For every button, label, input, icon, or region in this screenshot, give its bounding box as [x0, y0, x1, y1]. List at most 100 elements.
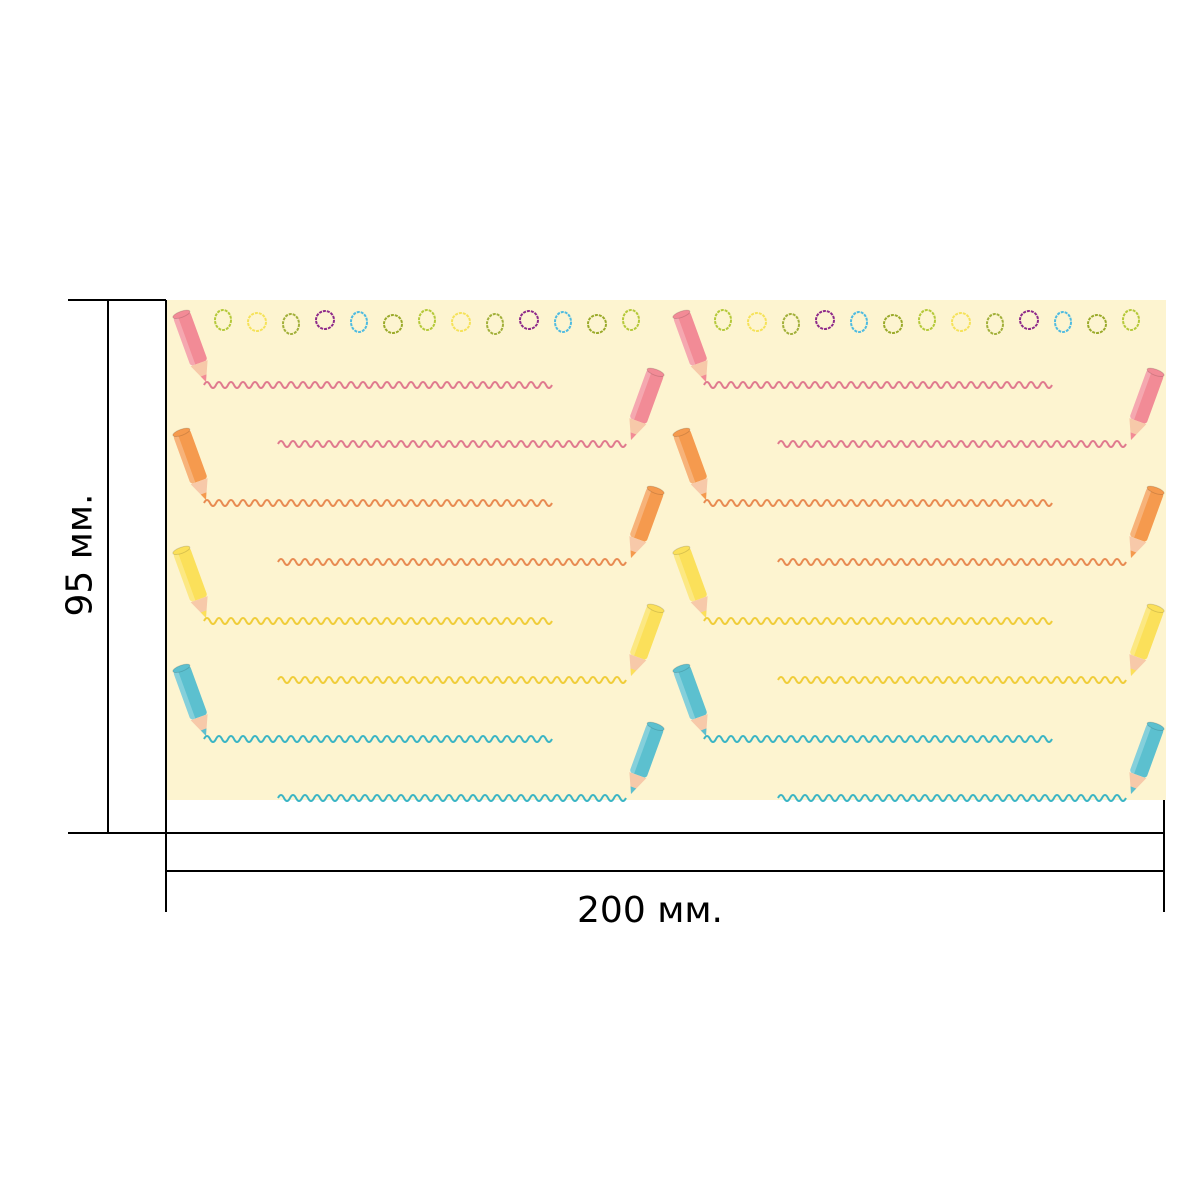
doodle-circle — [451, 312, 471, 332]
pencil-end — [646, 721, 665, 732]
pencil-end — [1146, 485, 1165, 496]
doodle-circle — [214, 309, 232, 331]
doodle-circle — [850, 311, 868, 333]
pencil-left-blue — [172, 663, 208, 736]
pattern-tile — [666, 300, 1166, 802]
pencil-body — [173, 430, 207, 484]
pencil-tip — [1130, 550, 1137, 558]
wavy-line-blue — [277, 794, 627, 802]
pencil-right-blue — [629, 721, 665, 794]
doodle-circle — [486, 313, 504, 335]
wavy-line-pink — [777, 440, 1127, 448]
pencil-left-orange — [172, 427, 208, 500]
doodle-circle — [883, 314, 903, 334]
wavy-line-yellow — [777, 676, 1127, 684]
doodle-circle — [350, 311, 368, 333]
wavy-line-orange — [703, 499, 1053, 507]
pencil-right-orange — [1129, 485, 1165, 558]
doodle-circle — [986, 313, 1004, 335]
pencil-body — [673, 548, 707, 602]
pencil-highlight — [672, 315, 696, 367]
pencil-end — [172, 545, 191, 556]
doodle-circle — [1122, 309, 1140, 331]
pencil-highlight — [1129, 369, 1152, 420]
doodle-circle — [1054, 311, 1072, 333]
pencil-end — [1146, 603, 1165, 614]
pencil-body — [630, 606, 664, 660]
pencil-end — [672, 427, 691, 438]
pencil-highlight — [672, 551, 696, 603]
pencil-right-pink — [1129, 367, 1165, 440]
doodle-circle — [247, 312, 267, 332]
pencil-highlight — [629, 369, 652, 420]
wavy-line-blue — [203, 735, 553, 743]
wavy-line-orange — [277, 558, 627, 566]
pencil-body — [673, 430, 707, 484]
doodle-circle — [714, 309, 732, 331]
pencil-end — [646, 603, 665, 614]
pencil-body — [1130, 606, 1164, 660]
pencil-highlight — [172, 315, 196, 367]
pencil-tip — [630, 668, 637, 676]
pencil-end — [1146, 721, 1165, 732]
pencil-end — [672, 663, 691, 674]
doodle-circle — [815, 310, 835, 330]
pencil-end — [1146, 367, 1165, 378]
doodle-circle — [383, 314, 403, 334]
pencil-body — [173, 666, 207, 720]
wavy-line-pink — [703, 381, 1053, 389]
pencil-left-pink — [172, 309, 208, 382]
wavy-line-yellow — [203, 617, 553, 625]
pencil-end — [646, 367, 665, 378]
doodle-circle — [519, 310, 539, 330]
pencil-left-pink — [672, 309, 708, 382]
tile-background — [166, 300, 666, 800]
pencil-highlight — [1129, 487, 1152, 538]
pencil-end — [672, 545, 691, 556]
doodle-circle — [282, 313, 300, 335]
pattern-tile — [166, 300, 666, 802]
wavy-line-pink — [203, 381, 553, 389]
doodle-circle — [782, 313, 800, 335]
wavy-line-pink — [277, 440, 627, 448]
pencil-tip — [700, 374, 707, 382]
pencil-tip — [200, 492, 207, 500]
pencil-body — [1130, 370, 1164, 424]
tile-background — [666, 300, 1166, 800]
pencil-highlight — [672, 433, 696, 485]
pencil-highlight — [172, 551, 196, 603]
pencil-tip — [1130, 668, 1137, 676]
pencil-end — [172, 427, 191, 438]
pencil-body — [630, 488, 664, 542]
pencil-right-blue — [1129, 721, 1165, 794]
wavy-line-yellow — [703, 617, 1053, 625]
pencil-tip — [200, 610, 207, 618]
height-label: 95 мм. — [59, 493, 101, 617]
pencil-tip — [630, 432, 637, 440]
wavy-line-orange — [777, 558, 1127, 566]
pencil-body — [1130, 488, 1164, 542]
doodle-circle — [554, 311, 572, 333]
pencil-highlight — [629, 487, 652, 538]
pencil-highlight — [1129, 605, 1152, 656]
doodle-circle — [1019, 310, 1039, 330]
doodle-circle — [587, 314, 607, 334]
pencil-left-yellow — [672, 545, 708, 618]
width-label: 200 мм. — [577, 890, 723, 931]
pencil-tip — [1130, 786, 1137, 794]
pencil-body — [630, 724, 664, 778]
pencil-end — [172, 663, 191, 674]
pencil-right-yellow — [629, 603, 665, 676]
pencil-end — [646, 485, 665, 496]
doodle-circle — [622, 309, 640, 331]
pencil-tip — [200, 728, 207, 736]
pencil-tip — [630, 786, 637, 794]
pencil-end — [172, 309, 191, 320]
wavy-line-yellow — [277, 676, 627, 684]
pencil-tip — [630, 550, 637, 558]
pencil-highlight — [629, 605, 652, 656]
pencil-highlight — [172, 433, 196, 485]
pattern-artwork — [166, 300, 1166, 802]
pencil-highlight — [672, 669, 696, 721]
pencil-tip — [200, 374, 207, 382]
